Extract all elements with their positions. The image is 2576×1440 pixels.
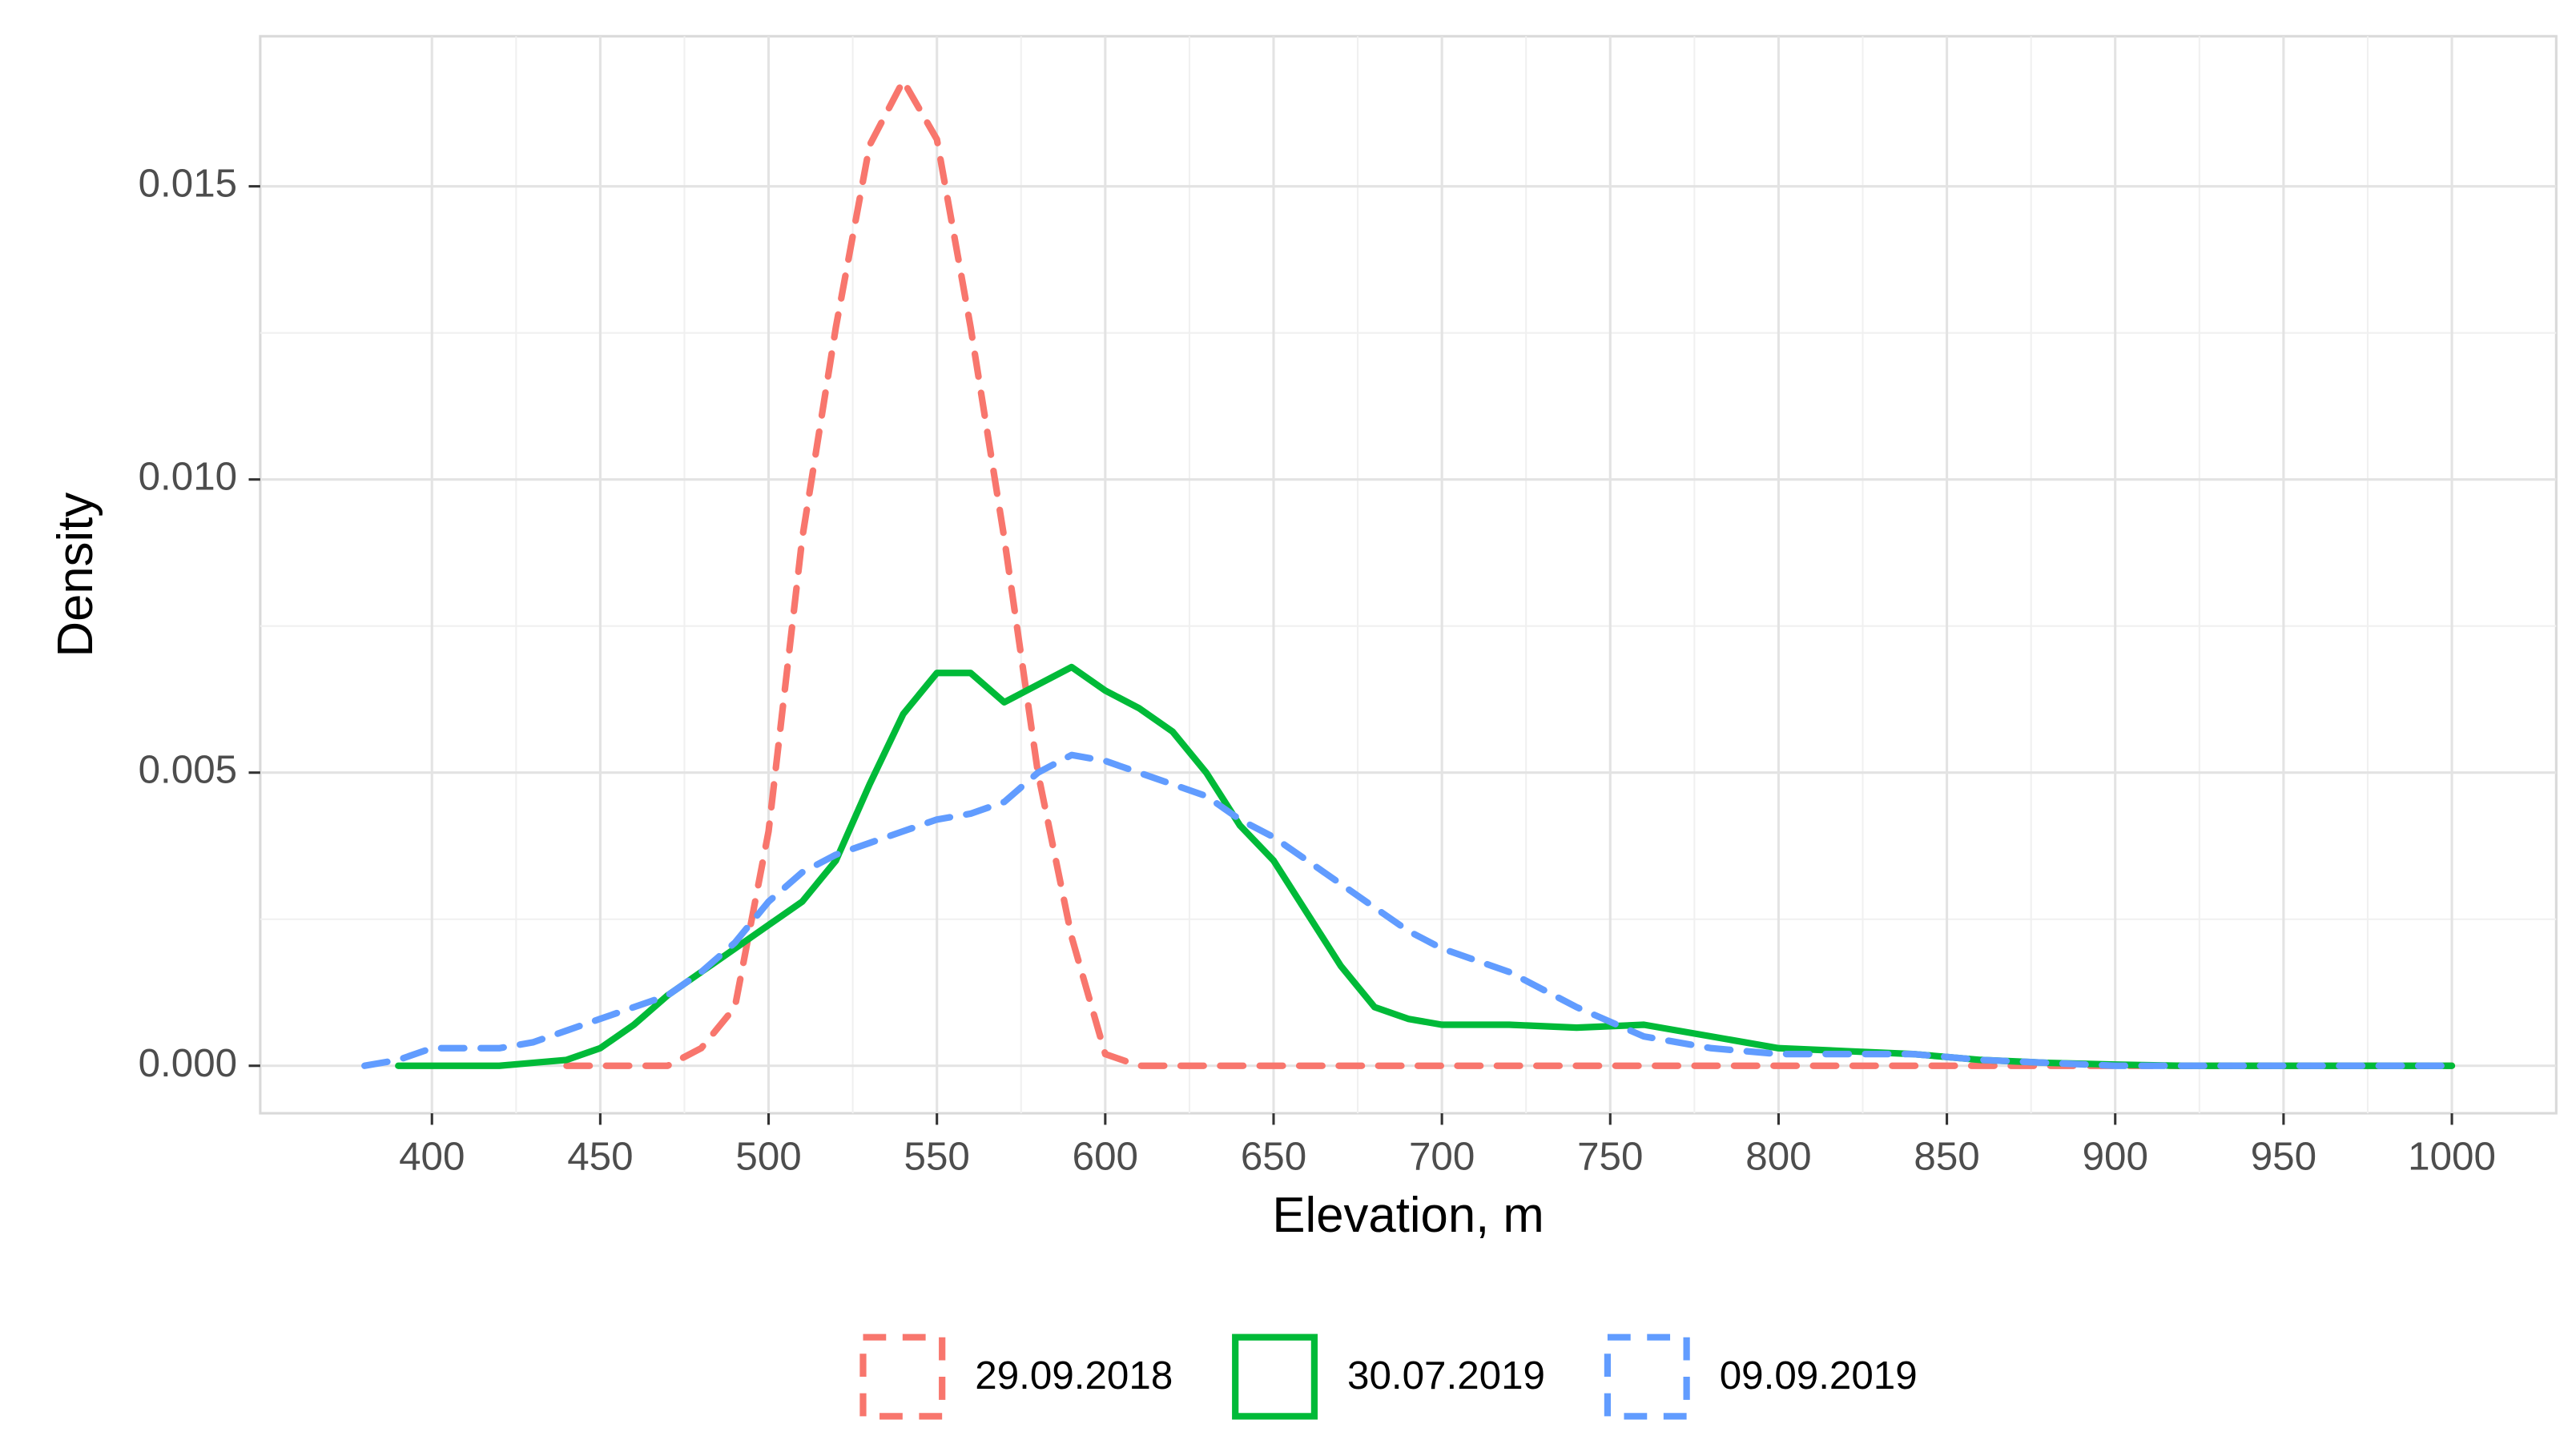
legend-key xyxy=(859,1333,946,1420)
x-tick-label: 800 xyxy=(1745,1135,1811,1179)
density-line xyxy=(361,751,2456,1069)
x-tick-label: 650 xyxy=(1241,1135,1306,1179)
axes: 400 450 500 550 600 650 700 750 800 850 900 950 1000… xyxy=(139,162,2496,1179)
density-line xyxy=(395,663,2456,1069)
legend-label: 29.09.2018 xyxy=(975,1354,1173,1398)
x-tick-label: 400 xyxy=(399,1135,465,1179)
plot-panel xyxy=(259,34,2558,1115)
x-tick-label: 500 xyxy=(735,1135,801,1179)
x-tick-label: 850 xyxy=(1914,1135,1979,1179)
x-axis-title: Elevation, m xyxy=(1272,1188,1544,1243)
legend: 29.09.2018 30.07.2019 09.09.2019 xyxy=(859,1333,1918,1420)
x-tick-label: 1000 xyxy=(2408,1135,2496,1179)
legend-key xyxy=(1604,1333,1690,1420)
x-tick-label: 550 xyxy=(904,1135,970,1179)
x-tick-label: 750 xyxy=(1577,1135,1643,1179)
x-tick-label: 700 xyxy=(1409,1135,1475,1179)
y-tick-label: 0.005 xyxy=(139,748,237,792)
x-tick-label: 950 xyxy=(2251,1135,2316,1179)
legend-key xyxy=(1232,1333,1318,1420)
legend-label: 30.07.2019 xyxy=(1347,1354,1545,1398)
y-tick-label: 0.000 xyxy=(139,1041,237,1085)
y-tick-label: 0.010 xyxy=(139,455,237,499)
y-tick-label: 0.015 xyxy=(139,162,237,206)
x-tick-label: 600 xyxy=(1073,1135,1138,1179)
lines xyxy=(361,77,2456,1069)
x-tick-label: 450 xyxy=(567,1135,633,1179)
legend-label: 09.09.2019 xyxy=(1720,1354,1918,1398)
y-axis-title: Density xyxy=(48,493,103,658)
x-tick-label: 900 xyxy=(2083,1135,2148,1179)
density-line xyxy=(563,77,2456,1069)
